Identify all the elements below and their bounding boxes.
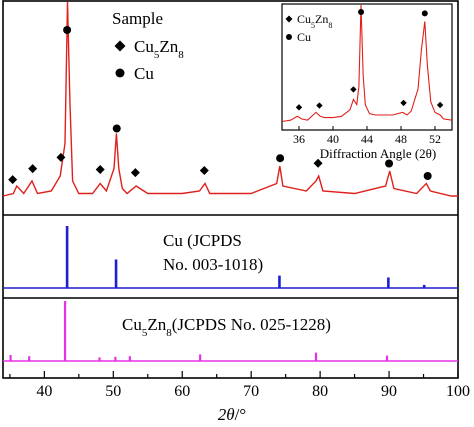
inset-legend-diamond-icon <box>285 15 293 23</box>
cu-peak-marker <box>112 124 121 133</box>
cu-peak-marker <box>385 159 394 168</box>
inset-cu-marker <box>421 10 428 17</box>
inset-x-axis-label: Diffraction Angle (2θ) <box>320 146 436 161</box>
x-axis-tick-label: 90 <box>381 383 397 400</box>
plot-frame <box>2 0 459 379</box>
inset-cu5zn8-marker <box>350 86 357 93</box>
inset-cu5zn8-marker <box>400 99 407 107</box>
inset-x-tick-label: 44 <box>361 132 373 146</box>
sample-series-line <box>2 1 458 197</box>
inset-legend-label-cu5zn8: Cu5Zn8 <box>297 12 332 30</box>
inset-cu5zn8-marker <box>316 102 323 109</box>
legend-title: Sample <box>112 9 163 28</box>
x-axis-tick-label: 50 <box>105 383 121 400</box>
cu5zn8-peak-marker <box>199 165 209 175</box>
cu-peak-marker <box>423 172 432 180</box>
cu5zn8-reference-label: Cu5Zn8(JCPDS No. 025-1228) <box>122 315 331 339</box>
cu5zn8-peak-marker <box>56 152 66 162</box>
x-axis-tick-label: 100 <box>446 383 470 400</box>
legend-label-cu5zn8: Cu5Zn8 <box>134 37 184 61</box>
cu-peak-marker <box>63 26 72 34</box>
inset-series-line <box>281 4 453 123</box>
x-axis-tick-label: 70 <box>243 383 259 400</box>
inset-cu5zn8-marker <box>295 104 303 111</box>
legend-diamond-icon <box>114 40 126 52</box>
inset-x-tick-label: 52 <box>429 132 441 146</box>
x-axis-label: 2θ/° <box>218 405 246 424</box>
x-axis-tick-label: 60 <box>174 383 190 400</box>
inset-legend-label-cu: Cu <box>297 30 311 44</box>
inset-cu5zn8-marker <box>436 101 444 109</box>
cu5zn8-peak-marker <box>95 165 105 174</box>
cu5zn8-peak-marker <box>130 168 140 178</box>
x-axis-tick-label: 40 <box>36 383 52 400</box>
cu5zn8-peak-marker <box>8 175 18 185</box>
x-axis-tick-label: 80 <box>312 383 328 400</box>
inset-x-tick-label: 40 <box>327 132 339 146</box>
legend-circle-icon <box>115 68 125 78</box>
cu-reference-label-line2: No. 003-1018) <box>163 255 263 274</box>
cu-peak-marker <box>276 154 285 163</box>
inset-x-tick-label: 36 <box>293 132 305 146</box>
legend-label-cu: Cu <box>134 64 154 83</box>
inset-x-tick-label: 48 <box>395 132 407 146</box>
cu5zn8-peak-marker <box>28 164 38 174</box>
cu-reference-label-line1: Cu (JCPDS <box>163 231 242 250</box>
cu5zn8-peak-marker <box>313 158 323 168</box>
inset-cu-marker <box>358 9 365 15</box>
inset-legend-circle-icon <box>286 34 292 40</box>
